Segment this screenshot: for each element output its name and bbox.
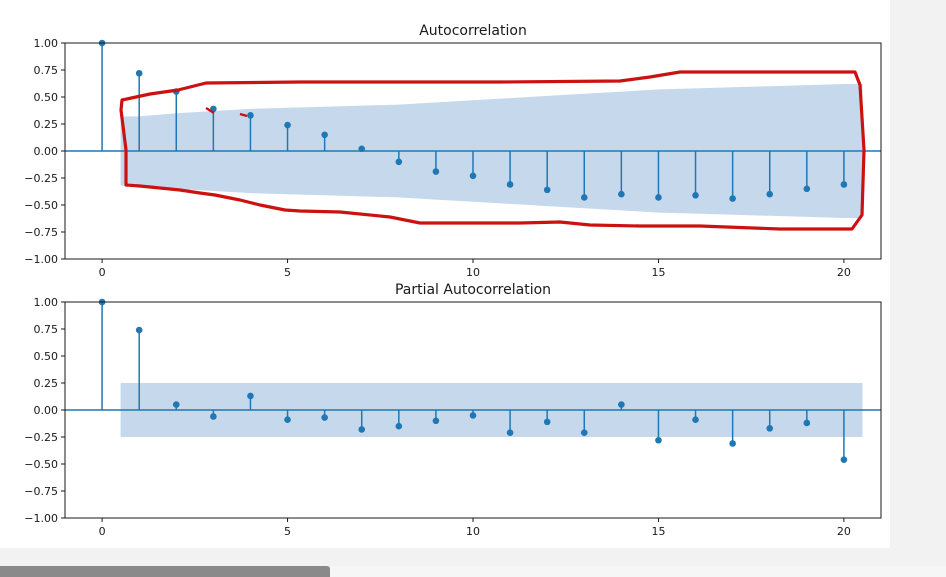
autocorrelation-stems <box>98 39 848 202</box>
acf-point-lag-7 <box>358 145 366 153</box>
autocorrelation-title: Autocorrelation <box>419 23 527 39</box>
acf-y-tick-label: 0.00 <box>34 145 59 158</box>
pacf-point-lag-9 <box>432 417 440 425</box>
pacf-point-lag-7 <box>358 426 366 433</box>
acf-point-lag-17 <box>729 195 736 202</box>
pacf-y-tick-label: −0.75 <box>24 485 58 498</box>
acf-point-lag-4 <box>247 112 254 119</box>
pacf-point-lag-5 <box>284 416 291 424</box>
pacf-point-lag-2 <box>172 401 180 408</box>
pacf-point-lag-17 <box>729 440 736 447</box>
autocorrelation-x-ticks: 0 5 10 15 20 <box>99 259 851 279</box>
pacf-x-tick-label: 15 <box>651 525 665 538</box>
acf-point-lag-16 <box>692 191 699 199</box>
pacf-point-lag-19 <box>803 419 811 427</box>
partial-autocorrelation-y-ticks: 1.00 0.75 0.50 0.25 0.00 −0.25 −0.50 −0.75 −1.00 <box>24 296 65 525</box>
pacf-y-tick-label: 0.75 <box>34 323 59 336</box>
acf-point-lag-9 <box>432 168 440 175</box>
acf-y-tick-label: −0.25 <box>24 172 58 185</box>
pacf-y-tick-label: 0.50 <box>34 350 59 363</box>
pacf-point-lag-10 <box>469 412 477 419</box>
acf-y-tick-label: −0.75 <box>24 226 58 239</box>
acf-x-tick-label: 5 <box>284 266 291 279</box>
acf-x-tick-label: 10 <box>466 266 480 279</box>
acf-point-lag-10 <box>469 172 477 180</box>
pacf-point-lag-16 <box>692 416 699 424</box>
pacf-y-tick-label: 0.00 <box>34 404 59 417</box>
red-mark-lag-3 <box>205 106 215 115</box>
autocorrelation-y-ticks: 1.00 0.75 0.50 0.25 0.00 −0.25 −0.50 −0.75 −1.00 <box>24 37 65 266</box>
pacf-y-tick-label: −0.25 <box>24 431 58 444</box>
partial-autocorrelation-panel: Partial Autocorrelation 1.00 0.75 0.50 0.25… <box>24 282 882 538</box>
pacf-point-lag-14 <box>618 401 625 408</box>
acf-point-lag-8 <box>395 158 403 166</box>
acf-x-tick-label: 15 <box>651 266 665 279</box>
acf-y-tick-label: 0.25 <box>34 118 59 131</box>
pacf-x-tick-label: 20 <box>837 525 851 538</box>
pacf-y-tick-label: 1.00 <box>34 296 59 309</box>
pacf-point-lag-15 <box>655 436 662 444</box>
acf-point-lag-11 <box>506 181 514 188</box>
pacf-point-lag-1 <box>135 326 143 334</box>
pacf-x-tick-label: 5 <box>284 525 291 538</box>
acf-point-lag-12 <box>543 186 551 194</box>
red-freehand-outline <box>119 70 866 231</box>
acf-x-tick-label: 20 <box>837 266 851 279</box>
acf-point-lag-19 <box>803 185 811 193</box>
pacf-y-tick-label: −0.50 <box>24 458 58 471</box>
partial-autocorrelation-x-ticks: 0 5 10 15 20 <box>99 518 851 538</box>
acf-x-tick-label: 0 <box>99 266 106 279</box>
pacf-point-lag-13 <box>580 429 588 436</box>
acf-point-lag-5 <box>284 121 291 129</box>
acf-y-tick-label: 0.75 <box>34 64 59 77</box>
acf-y-tick-label: −1.00 <box>24 253 58 266</box>
acf-y-tick-label: −0.50 <box>24 199 58 212</box>
pacf-point-lag-11 <box>506 429 514 436</box>
pacf-y-tick-label: −1.00 <box>24 512 58 525</box>
pacf-x-tick-label: 0 <box>99 525 106 538</box>
acf-point-lag-15 <box>655 194 662 201</box>
video-progress-bar[interactable] <box>0 566 330 577</box>
acf-point-lag-20 <box>840 181 848 188</box>
partial-autocorrelation-stems <box>98 298 848 463</box>
autocorrelation-panel: Autocorrelation 1.00 0.75 0.50 0.25 0.00 −0.2… <box>24 23 882 279</box>
acf-y-tick-label: 1.00 <box>34 37 59 50</box>
acf-point-lag-1 <box>135 69 143 77</box>
pacf-point-lag-20 <box>840 456 848 463</box>
acf-point-lag-6 <box>321 131 328 139</box>
acf-point-lag-13 <box>580 194 588 201</box>
video-progress-track <box>330 566 946 577</box>
acf-point-lag-14 <box>618 190 625 198</box>
pacf-point-lag-12 <box>543 418 551 426</box>
red-annotation-outline <box>119 70 866 231</box>
pacf-y-tick-label: 0.25 <box>34 377 59 390</box>
pacf-point-lag-4 <box>247 392 254 400</box>
pacf-point-lag-8 <box>395 422 403 430</box>
pacf-x-tick-label: 10 <box>466 525 480 538</box>
red-mark-lag-4 <box>239 112 248 118</box>
pacf-point-lag-3 <box>210 413 217 420</box>
pacf-point-lag-6 <box>321 414 328 421</box>
acf-y-tick-label: 0.50 <box>34 91 59 104</box>
pacf-point-lag-18 <box>766 425 774 432</box>
partial-autocorrelation-title: Partial Autocorrelation <box>395 282 551 298</box>
acf-point-lag-18 <box>766 190 774 198</box>
